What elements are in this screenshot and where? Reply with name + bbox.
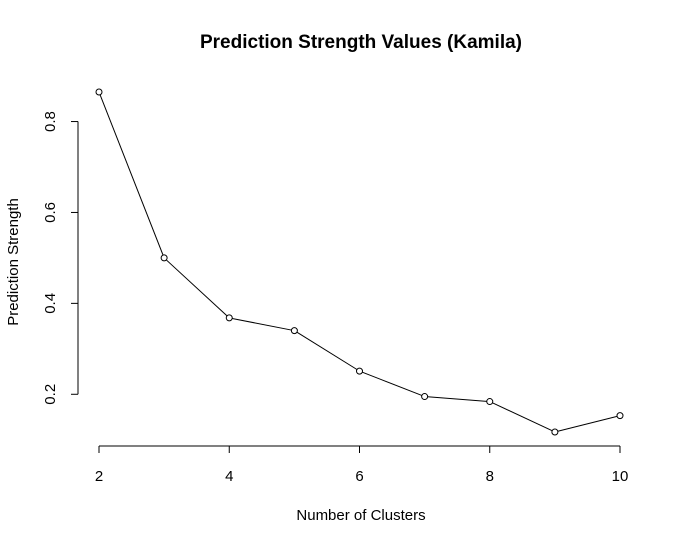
- data-point: [486, 398, 494, 406]
- y-axis: 0.2 0.4 0.6 0.8: [42, 111, 79, 405]
- y-axis-label: Prediction Strength: [5, 198, 22, 326]
- y-tick-label: 0.2: [42, 384, 59, 405]
- data-point: [95, 88, 103, 96]
- series-line-segment: [296, 331, 358, 370]
- data-point: [616, 412, 624, 420]
- y-tick-label: 0.8: [42, 111, 59, 132]
- data-point: [551, 428, 559, 436]
- data-point: [356, 367, 363, 375]
- x-tick-label: 10: [612, 468, 629, 485]
- series-line-segment: [492, 402, 553, 432]
- series-line-segment: [427, 396, 487, 402]
- x-tick-label: 2: [95, 468, 103, 485]
- data-point: [225, 314, 233, 322]
- series-line-segment: [99, 94, 164, 256]
- x-axis-label: Number of Clusters: [296, 507, 425, 524]
- data-point: [160, 254, 168, 262]
- data-point: [290, 327, 298, 335]
- x-tick-label: 8: [486, 468, 494, 485]
- y-tick-label: 0.6: [42, 202, 59, 223]
- plot-area: [95, 88, 624, 436]
- series-line-segment: [557, 415, 618, 432]
- x-tick-label: 6: [355, 468, 363, 485]
- series-line-segment: [362, 371, 423, 396]
- x-axis: 2 4 6 8 10: [95, 445, 629, 485]
- data-point: [421, 393, 429, 401]
- y-tick-label: 0.4: [42, 293, 59, 314]
- series-line-segment: [165, 259, 228, 317]
- chart-title: Prediction Strength Values (Kamila): [200, 32, 522, 53]
- x-tick-label: 4: [225, 468, 233, 485]
- series-line-segment: [232, 317, 292, 331]
